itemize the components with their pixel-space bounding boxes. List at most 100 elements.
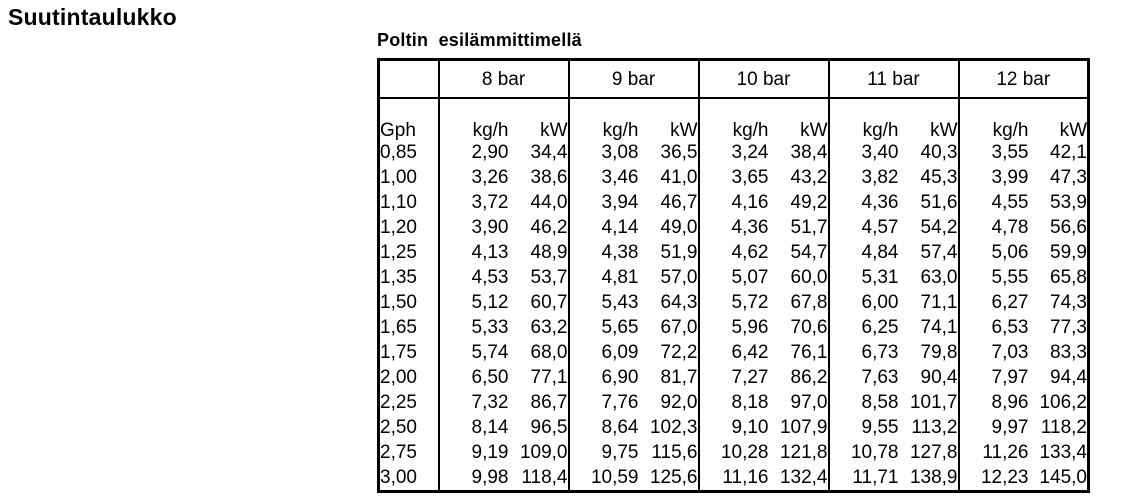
- kw-value-cell: 72,2: [660, 342, 698, 363]
- table-row: 1,25 4,13 48,9 4,38 51,9 4,62 54,7 4,84 57,4 5,06…: [379, 240, 1089, 265]
- kw-value-cell: 59,9: [1050, 242, 1087, 263]
- kw-value-cell: 138,9: [909, 467, 958, 488]
- kw-value-cell: 132,4: [779, 467, 828, 488]
- kw-value-cell: 48,9: [530, 242, 568, 263]
- kw-value-cell: 118,2: [1040, 417, 1087, 438]
- kw-value-cell: 92,0: [660, 392, 698, 413]
- kgh-value-cell: 9,98: [437, 465, 509, 492]
- kw-value-cell: 46,7: [660, 192, 698, 213]
- kgh-value-cell: 11,71: [827, 465, 899, 492]
- table-row: 2,00 6,50 77,1 6,90 81,7 7,27 86,2 7,63 90,4 7,97…: [379, 365, 1089, 390]
- kw-value-cell: 57,4: [920, 242, 958, 263]
- kgh-value-cell: 9,19: [437, 440, 509, 465]
- kw-value-cell: 51,7: [790, 217, 828, 238]
- kgh-value-cell: 9,10: [697, 415, 769, 440]
- kgh-value-cell: 3,72: [437, 190, 509, 215]
- unit-header-kw: kW: [670, 120, 698, 141]
- kw-value-cell: 76,1: [790, 342, 828, 363]
- kw-value-cell: 45,3: [920, 167, 958, 188]
- kgh-value-cell: 4,13: [437, 240, 509, 265]
- kgh-value-cell: 4,81: [567, 265, 639, 290]
- kgh-value-cell: 7,32: [437, 390, 509, 415]
- kw-value-cell: 83,3: [1050, 342, 1087, 363]
- kgh-value-cell: 9,75: [567, 440, 639, 465]
- spacer-row: [379, 98, 1089, 114]
- kw-value-cell: 97,0: [790, 392, 828, 413]
- kw-value-cell: 36,5: [660, 142, 698, 163]
- kw-value-cell: 94,4: [1050, 367, 1087, 388]
- kgh-value-cell: 4,55: [957, 190, 1029, 215]
- kgh-value-cell: 3,55: [957, 140, 1029, 165]
- kw-value-cell: 34,4: [530, 142, 568, 163]
- kgh-value-cell: 8,18: [697, 390, 769, 415]
- pressure-header-row: 8 bar 9 bar 10 bar 11 bar 12 bar: [378, 59, 1089, 99]
- kgh-value-cell: 6,27: [957, 290, 1029, 315]
- gph-cell: 2,00: [380, 367, 417, 388]
- kw-value-cell: 47,3: [1050, 167, 1087, 188]
- kgh-value-cell: 8,14: [437, 415, 509, 440]
- pressure-header: 12 bar: [957, 59, 1089, 99]
- kgh-value-cell: 7,03: [957, 340, 1029, 365]
- kgh-value-cell: 5,33: [437, 315, 509, 340]
- unit-header-kw: kW: [540, 120, 568, 141]
- kw-value-cell: 53,9: [1050, 192, 1087, 213]
- table-row: 1,65 5,33 63,2 5,65 67,0 5,96 70,6 6,25 74,1 6,53…: [379, 315, 1089, 340]
- kw-value-cell: 60,0: [790, 267, 828, 288]
- kw-value-cell: 79,8: [920, 342, 958, 363]
- kw-value-cell: 64,3: [660, 292, 698, 313]
- table-row: 1,10 3,72 44,0 3,94 46,7 4,16 49,2 4,36 51,6 4,55…: [379, 190, 1089, 215]
- table-body: 0,85 2,90 34,4 3,08 36,5 3,24 38,4 3,40 40,3 3,55…: [379, 140, 1089, 492]
- gph-cell: 2,50: [380, 417, 417, 438]
- table-subtitle: Poltin esilämmittimellä: [377, 30, 582, 50]
- kgh-value-cell: 5,72: [697, 290, 769, 315]
- gph-cell: 1,75: [380, 342, 417, 363]
- unit-header-kgh: kg/h: [957, 114, 1029, 140]
- kgh-value-cell: 3,46: [567, 165, 639, 190]
- kgh-value-cell: 11,16: [697, 465, 769, 492]
- pressure-header: 9 bar: [567, 59, 699, 99]
- kgh-value-cell: 4,53: [437, 265, 509, 290]
- page-title: Suutintaulukko: [8, 4, 177, 30]
- kw-value-cell: 118,4: [521, 467, 568, 488]
- kgh-value-cell: 4,38: [567, 240, 639, 265]
- kgh-value-cell: 4,14: [567, 215, 639, 240]
- kw-value-cell: 109,0: [519, 442, 568, 463]
- kw-value-cell: 113,2: [911, 417, 958, 438]
- pressure-header: 8 bar: [437, 59, 569, 99]
- kw-value-cell: 67,8: [790, 292, 828, 313]
- kw-value-cell: 81,7: [660, 367, 698, 388]
- unit-header-kgh: kg/h: [697, 114, 769, 140]
- table-row: 2,75 9,19 109,0 9,75 115,6 10,28 121,8 10,78 127…: [379, 440, 1089, 465]
- kgh-value-cell: 2,90: [437, 140, 509, 165]
- kw-value-cell: 38,6: [530, 167, 568, 188]
- kgh-value-cell: 4,57: [827, 215, 899, 240]
- kgh-value-cell: 5,12: [437, 290, 509, 315]
- kw-value-cell: 40,3: [920, 142, 958, 163]
- kgh-value-cell: 6,25: [827, 315, 899, 340]
- table-row: 1,35 4,53 53,7 4,81 57,0 5,07 60,0 5,31 63,0 5,55…: [379, 265, 1089, 290]
- unit-header-kgh: kg/h: [567, 114, 639, 140]
- kw-value-cell: 43,2: [790, 167, 828, 188]
- kw-value-cell: 145,0: [1039, 467, 1087, 488]
- table-row: 0,85 2,90 34,4 3,08 36,5 3,24 38,4 3,40 40,3 3,55…: [379, 140, 1089, 165]
- kgh-value-cell: 4,78: [957, 215, 1029, 240]
- kw-value-cell: 77,3: [1050, 317, 1087, 338]
- table-row: 1,50 5,12 60,7 5,43 64,3 5,72 67,8 6,00 71,1 6,27…: [379, 290, 1089, 315]
- kw-value-cell: 54,7: [790, 242, 828, 263]
- kgh-value-cell: 4,62: [697, 240, 769, 265]
- pressure-header: 11 bar: [827, 59, 959, 99]
- unit-header-kgh: kg/h: [437, 114, 509, 140]
- kw-value-cell: 49,0: [660, 217, 698, 238]
- kgh-value-cell: 6,73: [827, 340, 899, 365]
- kw-value-cell: 77,1: [530, 367, 568, 388]
- kw-value-cell: 68,0: [530, 342, 568, 363]
- kw-value-cell: 60,7: [530, 292, 568, 313]
- kw-value-cell: 51,6: [920, 192, 958, 213]
- kgh-value-cell: 5,31: [827, 265, 899, 290]
- kgh-value-cell: 8,58: [827, 390, 899, 415]
- kw-value-cell: 121,8: [779, 442, 828, 463]
- kgh-value-cell: 6,53: [957, 315, 1029, 340]
- gph-cell: 1,50: [380, 292, 417, 313]
- kw-value-cell: 70,6: [790, 317, 828, 338]
